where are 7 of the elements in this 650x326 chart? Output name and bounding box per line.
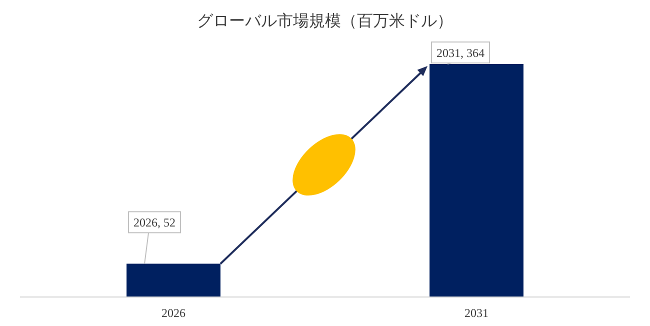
- data-label: 2026, 52: [134, 216, 176, 230]
- data-label: 2031, 364: [436, 46, 485, 60]
- value-label: 2026, 52: [128, 211, 182, 264]
- x-tick-label: 2031: [464, 306, 488, 320]
- chart-title: グローバル市場規模（百万米ドル）: [197, 11, 453, 30]
- x-tick-label: 2026: [162, 306, 186, 320]
- value-label: 2031, 364: [431, 42, 490, 64]
